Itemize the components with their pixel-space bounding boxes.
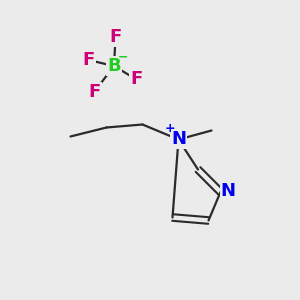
Text: −: − — [118, 50, 128, 64]
Text: F: F — [130, 70, 142, 88]
Text: F: F — [82, 51, 94, 69]
Text: B: B — [107, 57, 121, 75]
Text: +: + — [164, 122, 175, 136]
Text: F: F — [110, 28, 122, 46]
Text: N: N — [171, 130, 186, 148]
Text: N: N — [220, 182, 236, 200]
Text: F: F — [88, 82, 101, 100]
